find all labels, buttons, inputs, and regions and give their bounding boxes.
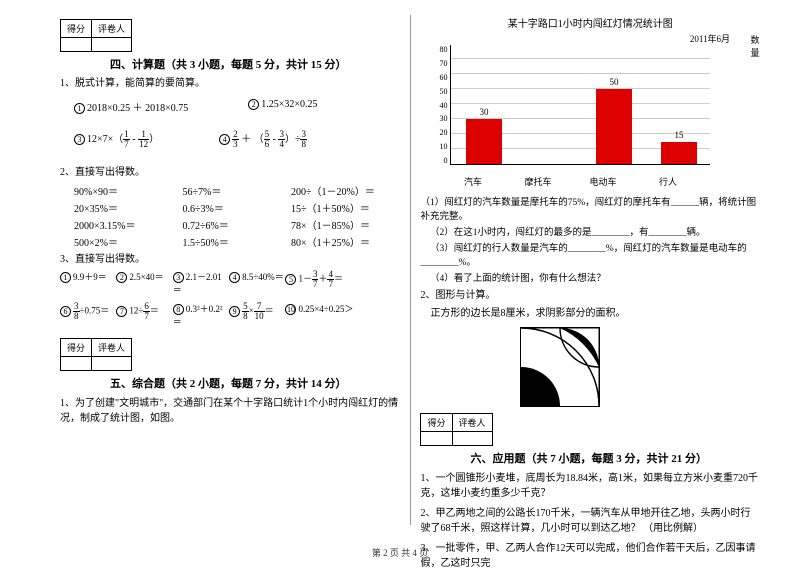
x-label: 汽车 [440,175,505,188]
q3-4: 48.5÷40%＝ [229,270,285,296]
score-reviewer-box-6: 得分 评卷人 [420,413,492,446]
bar-chart: 80706050403020100 305015 [430,45,760,175]
q3-6: 638÷0.75＝ [60,302,116,328]
q2-text: 2、直接写出得数。 [60,165,400,180]
section-5-title: 五、综合题（共 2 小题，每题 7 分，共计 14 分） [110,375,400,391]
q3-7: 712÷67＝ [116,302,172,328]
shape-q-desc: 正方形的边长是8厘米，求阴影部分的面积。 [420,306,760,321]
score-cell [61,38,92,52]
chart-q2: （2）在这1小时内，闯红灯的最多的是________，有________辆。 [420,224,760,238]
calc-item: 2000×3.15%＝ [74,217,183,232]
x-label: 摩托车 [505,175,570,188]
chart-date: 2011年6月 [420,32,730,45]
x-label: 电动车 [570,175,635,188]
calc-item: 56÷7%＝ [183,183,292,198]
section-6-title: 六、应用题（共 7 小题，每题 3 分，共计 21 分） [470,450,760,466]
chart-q1: （1）闯红灯的汽车数量是摩托车的75%，闯红灯的摩托车有______辆，将统计图… [420,194,760,222]
section-4-title: 四、计算题（共 3 小题，每题 5 分，共计 15 分） [110,56,400,72]
bar [596,89,632,164]
q3-3: 32.1－2.01＝ [173,270,229,296]
q1-d: 423 ＋ （56 - 34）÷38 [219,130,307,149]
score-reviewer-box-4: 得分 评卷人 [60,19,132,52]
q3-5: 51－37＋47＝ [285,270,370,296]
reviewer-cell [92,38,132,52]
calc-item: 78×（1－85%）＝ [291,217,400,232]
bar [466,119,502,164]
q1-a: 12018×0.25 ＋ 2018×0.75 [74,99,188,114]
y-axis-label: 数量 [750,33,760,59]
q1-b: 21.25×32×0.25 [248,99,317,114]
reviewer-label: 评卷人 [92,20,132,38]
calc-item: 500×2%＝ [74,234,183,249]
calc-item: 90%×90＝ [74,183,183,198]
calc-item: 15÷（1＋50%）＝ [291,200,400,215]
calc-item: 0.72÷6%＝ [183,217,292,232]
calc-item: 200÷（1－20%）＝ [291,183,400,198]
q1-c: 312×7×（17 - 112） [74,130,159,149]
calc-item: 80×（1＋25%）＝ [291,234,400,249]
bar [661,142,697,165]
q3-text: 3、直接写出得数。 [60,252,400,267]
score-reviewer-box-5: 得分 评卷人 [60,338,132,371]
s6-q1: 1、一个圆锥形小麦堆，底周长为18.84米，高1米，如果每立方米小麦重720千克… [420,471,760,501]
shape-figure [520,327,600,407]
q3-2: 22.5×40＝ [116,270,172,296]
column-divider [410,15,411,525]
q1-text: 1、脱式计算，能简算的要简算。 [60,76,400,91]
calc-item: 0.6÷3%＝ [183,200,292,215]
page-footer: 第 2 页 共 4 页 [0,546,800,559]
calc-item: 1.5÷50%＝ [183,234,292,249]
chart-title: 某十字路口1小时内闯红灯情况统计图 [420,15,760,30]
chart-q4: （4）看了上面的统计图，你有什么想法？ [420,270,760,284]
score-label: 得分 [61,20,92,38]
shape-q-title: 2、图形与计算。 [420,288,760,303]
q3-9: 958×710＝ [229,302,285,328]
x-label: 行人 [635,175,700,188]
q3-10: 100.25×4÷0.25＞ [285,302,370,328]
calc-item: 20×35%＝ [74,200,183,215]
q3-8: 80.3²＋0.2²＝ [173,302,229,328]
s5-q1: 1、为了创建"文明城市"，交通部门在某个十字路口统计1个小时内闯红灯的情况，制成… [60,396,400,426]
chart-q3: （3）闯红灯的行人数量是汽车的________%，闯红灯的汽车数量是电动车的__… [420,240,760,268]
q3-1: 19.9＋9＝ [60,270,116,296]
s6-q2: 2、甲乙两地之间的公路长170千米，一辆汽车从甲地开往乙地，头两小时行驶了68千… [420,506,760,536]
